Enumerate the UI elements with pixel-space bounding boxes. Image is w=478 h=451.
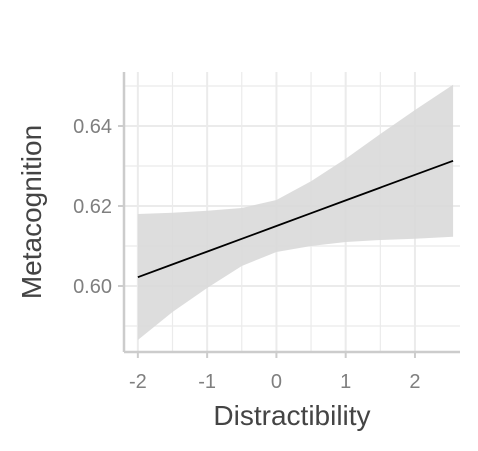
x-tick-label: -2: [129, 371, 147, 393]
y-axis-title: Metacognition: [16, 125, 47, 299]
x-tick-label: 2: [409, 371, 420, 393]
y-tick-label: 0.60: [73, 276, 112, 298]
regression-line: [137, 159, 454, 279]
x-axis-title: Distractibility: [213, 400, 370, 431]
x-tick-label: -1: [198, 371, 216, 393]
x-tick-label: 0: [271, 371, 282, 393]
confidence-band-layer: [137, 84, 454, 340]
axes: [122, 72, 460, 354]
y-tick-label: 0.64: [73, 116, 112, 138]
regression-line-layer: [137, 159, 454, 279]
tick-labels: -2 -1 0 1 2 0.60 0.62 0.64: [73, 116, 420, 393]
x-tick-label: 1: [340, 371, 351, 393]
y-tick-label: 0.62: [73, 196, 112, 218]
confidence-band: [137, 84, 454, 340]
